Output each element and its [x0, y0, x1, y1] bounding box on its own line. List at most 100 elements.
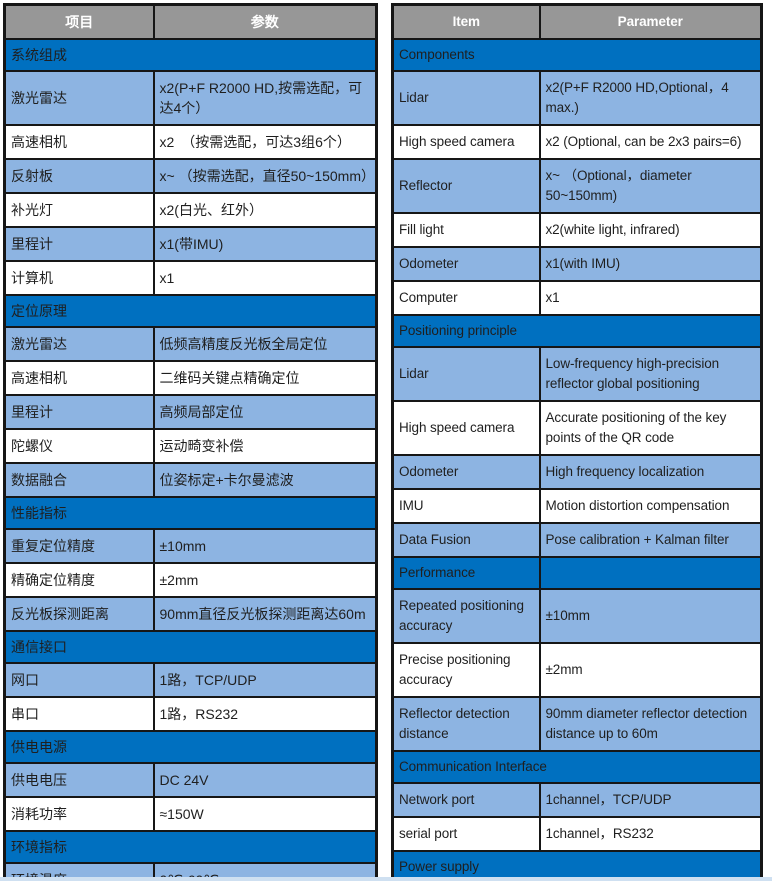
- table-row: Lidar x2(P+F R2000 HD,Optional，4 max.): [391, 70, 763, 126]
- value-cell: x2(P+F R2000 HD,Optional，4 max.): [538, 70, 763, 126]
- table-row: 供电电压 DC 24V: [3, 762, 378, 798]
- table-row: serial port 1channel，RS232: [391, 816, 763, 852]
- item-cell: 高速相机: [3, 124, 155, 160]
- table-row: Precise positioning accuracy ±2mm: [391, 642, 763, 698]
- item-cell: 精确定位精度: [3, 562, 155, 598]
- section-row: 通信接口: [3, 630, 378, 664]
- section-row: Performance: [391, 556, 763, 590]
- section-row: Positioning principle: [391, 314, 763, 348]
- value-cell: ≈150W: [152, 796, 378, 832]
- item-cell: Fill light: [391, 212, 541, 248]
- item-cell: 数据融合: [3, 462, 155, 498]
- value-cell: Low-frequency high-precision reflector g…: [538, 346, 763, 402]
- table-row: 消耗功率 ≈150W: [3, 796, 378, 832]
- value-cell: 1路，RS232: [152, 696, 378, 732]
- item-cell: 激光雷达: [3, 326, 155, 362]
- item-cell: 高速相机: [3, 360, 155, 396]
- table-row: 陀螺仪 运动畸变补偿: [3, 428, 378, 464]
- value-cell: x2 (Optional, can be 2x3 pairs=6): [538, 124, 763, 160]
- value-cell: 0℃-60℃: [152, 862, 378, 881]
- section-row: 定位原理: [3, 294, 378, 328]
- table-row: IMU Motion distortion compensation: [391, 488, 763, 524]
- section-row: 系统组成: [3, 38, 378, 72]
- value-cell: 1channel，RS232: [538, 816, 763, 852]
- value-cell: 1路，TCP/UDP: [152, 662, 378, 698]
- section-label: Performance: [391, 556, 541, 590]
- table-row: 反射板 x~ （按需选配，直径50~150mm）: [3, 158, 378, 194]
- item-cell: 串口: [3, 696, 155, 732]
- table-row: 激光雷达 低频高精度反光板全局定位: [3, 326, 378, 362]
- item-cell: Precise positioning accuracy: [391, 642, 541, 698]
- value-cell: 二维码关键点精确定位: [152, 360, 378, 396]
- value-cell: x~ （Optional，diameter 50~150mm): [538, 158, 763, 214]
- column-header: Item: [391, 3, 541, 40]
- table-row: 重复定位精度 ±10mm: [3, 528, 378, 564]
- table-row: High speed camera x2 (Optional, can be 2x…: [391, 124, 763, 160]
- item-cell: IMU: [391, 488, 541, 524]
- item-cell: 消耗功率: [3, 796, 155, 832]
- section-label: 性能指标: [3, 496, 378, 530]
- value-cell: ±2mm: [152, 562, 378, 598]
- table-row: Computer x1: [391, 280, 763, 316]
- item-cell: High speed camera: [391, 400, 541, 456]
- table-row: Data Fusion Pose calibration + Kalman fil…: [391, 522, 763, 558]
- value-cell: x1: [152, 260, 378, 296]
- spec-table-english: Item Parameter Components Lidar x2(P+F R200…: [391, 3, 763, 881]
- column-header: Parameter: [538, 3, 763, 40]
- section-label: Components: [391, 38, 763, 72]
- item-cell: 里程计: [3, 394, 155, 430]
- value-cell: Accurate positioning of the key points o…: [538, 400, 763, 456]
- value-cell: Pose calibration + Kalman filter: [538, 522, 763, 558]
- header-row: Item Parameter: [391, 3, 763, 40]
- item-cell: 反射板: [3, 158, 155, 194]
- table-row: 补光灯 x2(白光、红外）: [3, 192, 378, 228]
- value-cell: x1: [538, 280, 763, 316]
- table-header: Item Parameter: [391, 3, 763, 40]
- item-cell: Network port: [391, 782, 541, 818]
- item-cell: 陀螺仪: [3, 428, 155, 464]
- value-cell: 高频局部定位: [152, 394, 378, 430]
- value-cell: 90mm diameter reflector detection distan…: [538, 696, 763, 752]
- table-row: 精确定位精度 ±2mm: [3, 562, 378, 598]
- item-cell: 供电电压: [3, 762, 155, 798]
- table-body: Components Lidar x2(P+F R2000 HD,Optional，…: [391, 38, 763, 881]
- section-row: 性能指标: [3, 496, 378, 530]
- header-row: 项目 参数: [3, 3, 378, 40]
- table-row: Fill light x2(white light, infrared): [391, 212, 763, 248]
- value-cell: ±10mm: [152, 528, 378, 564]
- table-row: 激光雷达 x2(P+F R2000 HD,按需选配，可达4个）: [3, 70, 378, 126]
- value-cell: High frequency localization: [538, 454, 763, 490]
- table-row: 高速相机 二维码关键点精确定位: [3, 360, 378, 396]
- item-cell: 计算机: [3, 260, 155, 296]
- value-cell: 位姿标定+卡尔曼滤波: [152, 462, 378, 498]
- item-cell: Reflector: [391, 158, 541, 214]
- table-row: 里程计 x1(带IMU): [3, 226, 378, 262]
- table-row: 环境温度0℃-60℃: [3, 862, 378, 881]
- section-row: 供电电源: [3, 730, 378, 764]
- table-row: Repeated positioning accuracy ±10mm: [391, 588, 763, 644]
- value-cell: 运动畸变补偿: [152, 428, 378, 464]
- section-row: 环境指标: [3, 830, 378, 864]
- item-cell: Odometer: [391, 246, 541, 282]
- item-cell: Data Fusion: [391, 522, 541, 558]
- item-cell: Odometer: [391, 454, 541, 490]
- item-cell: 反光板探测距离: [3, 596, 155, 632]
- value-cell: ±10mm: [538, 588, 763, 644]
- value-cell: x1(带IMU): [152, 226, 378, 262]
- table-row: Reflector detection distance 90mm diamete…: [391, 696, 763, 752]
- section-label: 环境指标: [3, 830, 378, 864]
- section-label: Communication Interface: [391, 750, 763, 784]
- spec-table-chinese: 项目 参数 系统组成 激光雷达 x2(P+F R2000 HD,按需选配，可达4个）高…: [3, 3, 378, 881]
- item-cell: 网口: [3, 662, 155, 698]
- value-cell: DC 24V: [152, 762, 378, 798]
- item-cell: Lidar: [391, 346, 541, 402]
- value-cell: 90mm直径反光板探测距离达60m: [152, 596, 378, 632]
- item-cell: 环境温度: [3, 862, 155, 881]
- table-row: Reflector x~ （Optional，diameter 50~150mm): [391, 158, 763, 214]
- item-cell: 激光雷达: [3, 70, 155, 126]
- value-cell: x2(white light, infrared): [538, 212, 763, 248]
- section-filler-cell: [538, 556, 763, 590]
- value-cell: 1channel，TCP/UDP: [538, 782, 763, 818]
- table-row: Odometer High frequency localization: [391, 454, 763, 490]
